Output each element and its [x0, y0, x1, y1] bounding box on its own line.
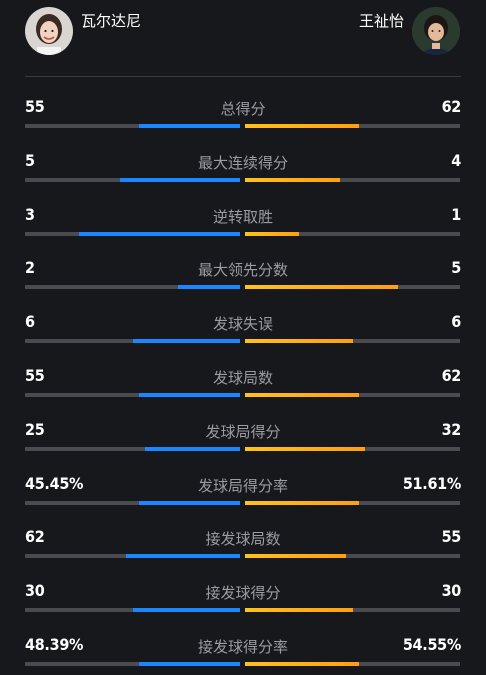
stat-right-bar-track: [245, 662, 460, 666]
stat-right-value: 4: [451, 151, 461, 170]
stat-right-bar-fill: [245, 232, 299, 236]
stat-row: 30 接发球得分 30: [0, 581, 486, 621]
stat-label: 发球局数: [212, 370, 273, 387]
stat-left-bar-fill: [138, 393, 240, 397]
stat-right-value: 62: [441, 97, 462, 116]
stat-right-value: 6: [451, 312, 461, 331]
stat-left-bar-fill: [78, 232, 240, 236]
stat-left-bar-fill: [145, 447, 240, 451]
stat-right-value: 62: [441, 366, 462, 385]
stat-left-bar-track: [25, 447, 240, 451]
stat-label: 接发球得分率: [197, 639, 288, 656]
stat-right-value: 30: [441, 581, 462, 600]
stat-left-bar-fill: [138, 501, 240, 505]
stat-row: 62 接发球局数 55: [0, 527, 486, 567]
stat-right-value: 55: [441, 527, 462, 546]
stat-right-bar-fill: [245, 285, 398, 289]
stat-left-bar-track: [25, 393, 240, 397]
stat-right-bar-track: [245, 554, 460, 558]
stat-left-value: 55: [25, 97, 45, 116]
stat-left-value: 62: [25, 527, 45, 546]
stat-row: 5 最大连续得分 4: [0, 151, 486, 191]
stat-right-bar-fill: [245, 662, 359, 666]
stat-left-value: 45.45%: [25, 474, 84, 493]
stat-right-bar-fill: [245, 608, 353, 612]
stat-right-bar-fill: [245, 339, 353, 343]
stat-right-bar-track: [245, 339, 460, 343]
stat-left-bar-track: [25, 339, 240, 343]
stat-right-bar-fill: [245, 393, 359, 397]
stat-label: 发球失误: [212, 316, 273, 333]
stat-right-bar-track: [245, 501, 460, 505]
stat-left-bar-fill: [138, 662, 240, 666]
stat-left-bar-fill: [119, 178, 240, 182]
stat-right-bar-track: [245, 124, 460, 128]
stat-right-bar-fill: [245, 124, 359, 128]
stat-right-bar-track: [245, 608, 460, 612]
stat-row: 25 发球局得分 32: [0, 420, 486, 460]
stat-row: 6 发球失误 6: [0, 312, 486, 352]
stat-row: 2 最大领先分数 5: [0, 258, 486, 298]
stat-row: 48.39% 接发球得分率 54.55%: [0, 635, 486, 675]
stat-left-bar-track: [25, 554, 240, 558]
stat-label: 发球局得分率: [197, 478, 288, 495]
stat-left-bar-fill: [132, 339, 240, 343]
stat-row: 55 发球局数 62: [0, 366, 486, 406]
stat-left-bar-fill: [126, 554, 240, 558]
stat-row: 55 总得分 62: [0, 97, 486, 137]
stat-label: 最大领先分数: [197, 262, 288, 279]
player-left-avatar[interactable]: [25, 7, 73, 55]
stat-label: 接发球局数: [205, 531, 281, 548]
stat-right-bar-track: [245, 447, 460, 451]
stat-left-value: 48.39%: [25, 635, 84, 654]
stat-right-bar-fill: [245, 501, 359, 505]
stat-right-value: 5: [451, 258, 461, 277]
stat-label: 逆转取胜: [212, 209, 273, 226]
stat-row: 3 逆转取胜 1: [0, 205, 486, 245]
stat-left-value: 2: [25, 258, 35, 277]
stat-left-bar-track: [25, 124, 240, 128]
stat-left-bar-track: [25, 501, 240, 505]
stat-right-bar-fill: [245, 447, 366, 451]
stat-right-bar-track: [245, 232, 460, 236]
player-left-avatar-image: [25, 7, 73, 55]
stat-left-bar-track: [25, 232, 240, 236]
stat-left-bar-fill: [132, 608, 240, 612]
player-right-avatar[interactable]: [412, 7, 460, 55]
stat-left-value: 30: [25, 581, 45, 600]
stat-label: 最大连续得分: [197, 155, 288, 172]
stat-label: 发球局得分: [205, 424, 281, 441]
match-header: 瓦尔达尼 王祉怡: [0, 0, 486, 78]
stat-row: 45.45% 发球局得分率 51.61%: [0, 474, 486, 514]
stat-left-value: 6: [25, 312, 35, 331]
header-divider: [25, 76, 461, 77]
stat-right-bar-track: [245, 285, 460, 289]
stat-left-value: 3: [25, 205, 35, 224]
stat-label: 总得分: [220, 101, 266, 118]
stat-right-bar-track: [245, 393, 460, 397]
stat-left-bar-track: [25, 608, 240, 612]
player-right-name: 王祉怡: [358, 13, 404, 30]
stat-left-bar-track: [25, 178, 240, 182]
stat-right-bar-fill: [245, 554, 347, 558]
stat-right-bar-track: [245, 178, 460, 182]
stat-label: 接发球得分: [205, 585, 281, 602]
stat-left-bar-track: [25, 285, 240, 289]
stat-left-bar-fill: [138, 124, 240, 128]
player-right-avatar-image: [412, 7, 460, 55]
stat-left-bar-track: [25, 662, 240, 666]
stat-left-bar-fill: [177, 285, 240, 289]
stat-left-value: 5: [25, 151, 35, 170]
stat-right-value: 51.61%: [402, 474, 461, 493]
stat-right-value: 32: [441, 420, 462, 439]
stat-right-bar-fill: [245, 178, 340, 182]
stat-right-value: 1: [451, 205, 461, 224]
stat-left-value: 25: [25, 420, 45, 439]
stat-right-value: 54.55%: [402, 635, 461, 654]
player-left-name: 瓦尔达尼: [81, 13, 142, 30]
stat-left-value: 55: [25, 366, 45, 385]
